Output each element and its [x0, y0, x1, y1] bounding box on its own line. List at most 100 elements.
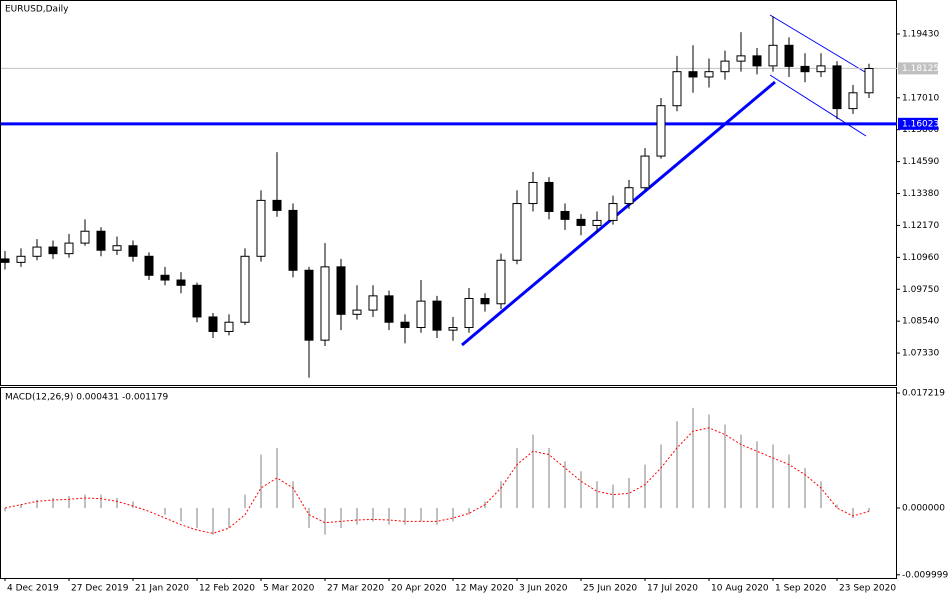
x-tick-label: 10 Aug 2020	[711, 584, 769, 594]
x-tick-label: 5 Mar 2020	[263, 584, 315, 594]
y-tick-label: 1.12170	[902, 221, 939, 231]
candle	[736, 32, 746, 72]
candle	[672, 55, 682, 112]
candle	[416, 280, 426, 333]
candle-body	[432, 300, 442, 331]
candle	[496, 253, 506, 310]
candle-body	[672, 71, 682, 107]
candle-body	[192, 284, 202, 318]
candle-body	[0, 258, 10, 263]
y-tick-label: 1.09750	[902, 285, 939, 295]
candle	[528, 171, 538, 212]
candle	[720, 50, 730, 80]
candle	[784, 37, 794, 77]
candle	[272, 152, 282, 217]
candle-body	[400, 321, 410, 329]
price-label-box	[898, 62, 938, 75]
candle-body	[816, 65, 826, 73]
candle-body	[160, 274, 170, 281]
candle-body	[288, 209, 298, 271]
price-label: 1.18125	[902, 64, 939, 74]
candle-body	[448, 327, 458, 331]
candle	[192, 282, 202, 323]
candle-body	[656, 105, 666, 157]
candle	[32, 239, 42, 261]
candle	[368, 285, 378, 317]
candle	[48, 240, 58, 259]
candle-body	[320, 266, 330, 341]
candle-body	[608, 203, 618, 221]
y-tick-label: 1.08540	[902, 317, 939, 327]
trend-line	[461, 80, 776, 347]
candle-body	[592, 219, 602, 226]
candle	[288, 203, 298, 278]
candle-body	[480, 297, 490, 305]
candle	[752, 47, 762, 75]
candle-body	[784, 44, 794, 67]
candle	[304, 266, 314, 378]
y-tick-label: 1.13380	[902, 189, 939, 199]
candle	[128, 240, 138, 262]
x-tick-label: 3 Jun 2020	[519, 584, 568, 594]
candle-body	[512, 203, 522, 261]
candle	[0, 251, 10, 270]
candle	[608, 195, 618, 225]
candle	[816, 53, 826, 77]
y-tick-label: 0.017219	[902, 389, 945, 399]
main-title: EURUSD,Daily	[5, 5, 69, 15]
candle-body	[32, 246, 42, 257]
x-tick-label: 20 Apr 2020	[391, 584, 447, 594]
x-tick-label: 27 Mar 2020	[327, 584, 384, 594]
candle	[800, 53, 810, 83]
candle-body	[752, 55, 762, 67]
candle	[336, 258, 346, 331]
drawings	[461, 14, 871, 347]
candle-body	[528, 181, 538, 205]
y-tick-label: 1.14590	[902, 157, 939, 167]
y-tick-label: 1.15800	[902, 125, 939, 135]
x-tick-label: 12 May 2020	[455, 584, 514, 594]
candle-body	[144, 255, 154, 276]
candle-body	[224, 321, 234, 332]
candle	[176, 272, 186, 294]
candle-body	[256, 199, 266, 257]
candle	[80, 219, 90, 246]
candle	[64, 233, 74, 258]
candle-body	[128, 245, 138, 257]
y-tick-label: 1.07330	[902, 349, 939, 359]
candle-body	[112, 245, 122, 251]
candle	[832, 61, 842, 120]
candle-body	[736, 55, 746, 62]
candle	[208, 313, 218, 339]
candle-body	[720, 60, 730, 73]
candle	[352, 285, 362, 320]
candle-body	[864, 68, 874, 94]
candle	[688, 45, 698, 93]
price-label: 1.16023	[902, 119, 939, 129]
candle-body	[560, 210, 570, 220]
y-tick-label: 1.19430	[902, 29, 939, 39]
candle	[96, 227, 106, 257]
x-tick-label: 25 Jun 2020	[583, 584, 637, 594]
candle	[576, 214, 586, 236]
candle	[624, 179, 634, 209]
candle-body	[384, 295, 394, 323]
candle-body	[352, 309, 362, 315]
candle-body	[640, 155, 650, 189]
candle	[592, 211, 602, 233]
candle-body	[240, 255, 250, 323]
candle-body	[704, 71, 714, 78]
candle	[400, 314, 410, 344]
candle-body	[368, 295, 378, 311]
main-pane	[0, 0, 897, 386]
candle-body	[832, 65, 842, 110]
price-label-box	[898, 117, 938, 130]
macd-pane	[0, 387, 897, 579]
candle	[704, 58, 714, 88]
x-tick-label: 21 Jan 2020	[135, 584, 189, 594]
candle	[320, 243, 330, 346]
candle-body	[272, 199, 282, 211]
candle	[432, 295, 442, 339]
candle	[480, 293, 490, 312]
candle	[240, 248, 250, 325]
